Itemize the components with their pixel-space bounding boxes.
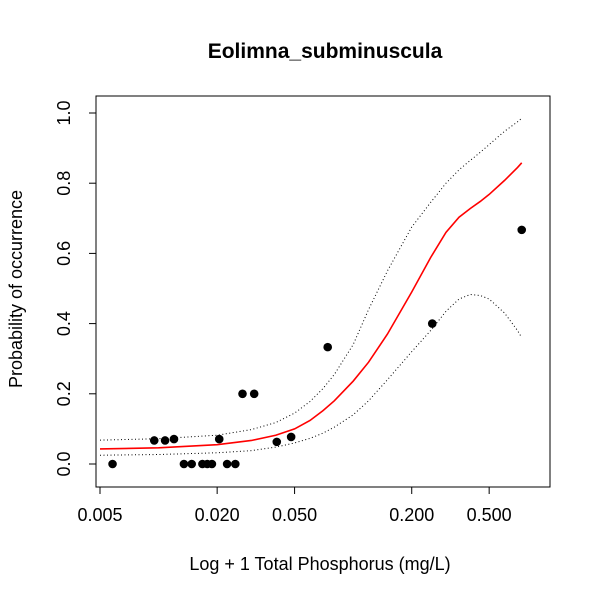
data-point xyxy=(286,432,296,442)
fitted-curve xyxy=(99,162,523,450)
data-point xyxy=(323,342,333,352)
x-tick-label: 0.050 xyxy=(272,505,317,525)
data-point xyxy=(272,437,282,447)
x-axis-label: Log + 1 Total Phosphorus (mg/L) xyxy=(189,554,450,574)
y-tick-label: 0.0 xyxy=(54,451,74,476)
plot-frame xyxy=(95,95,551,488)
data-point xyxy=(108,459,117,469)
y-tick-label: 0.4 xyxy=(54,311,74,336)
y-tick-label: 0.2 xyxy=(54,381,74,406)
fit-lines xyxy=(99,117,523,456)
x-tick-label: 0.005 xyxy=(77,505,122,525)
data-point xyxy=(179,459,189,469)
data-point xyxy=(169,434,179,444)
x-tick-label: 0.500 xyxy=(467,505,512,525)
data-point xyxy=(249,389,259,399)
x-axis: 0.005 0.020 0.050 0.200 0.500 xyxy=(77,486,512,525)
y-tick-label: 0.8 xyxy=(54,171,74,196)
y-axis: 0.0 0.2 0.4 0.6 0.8 1.0 xyxy=(54,100,97,477)
x-tick-label: 0.200 xyxy=(389,505,434,525)
y-tick-label: 0.6 xyxy=(54,241,74,266)
x-tick-label: 0.020 xyxy=(195,505,240,525)
data-point xyxy=(187,459,197,469)
data-point xyxy=(160,436,170,445)
data-points xyxy=(108,225,527,469)
confidence-band-upper xyxy=(99,117,523,441)
data-point xyxy=(149,436,159,445)
data-point xyxy=(427,319,437,328)
y-tick-label: 1.0 xyxy=(54,100,74,125)
data-point xyxy=(222,459,232,469)
data-point xyxy=(214,434,224,444)
chart-title: Eolimna_subminuscula xyxy=(208,40,443,63)
y-axis-label: Probability of occurrence xyxy=(6,190,26,388)
data-point xyxy=(207,459,217,469)
confidence-band-lower xyxy=(99,293,523,456)
data-point xyxy=(517,225,527,235)
data-point xyxy=(238,389,247,399)
data-point xyxy=(231,459,240,469)
